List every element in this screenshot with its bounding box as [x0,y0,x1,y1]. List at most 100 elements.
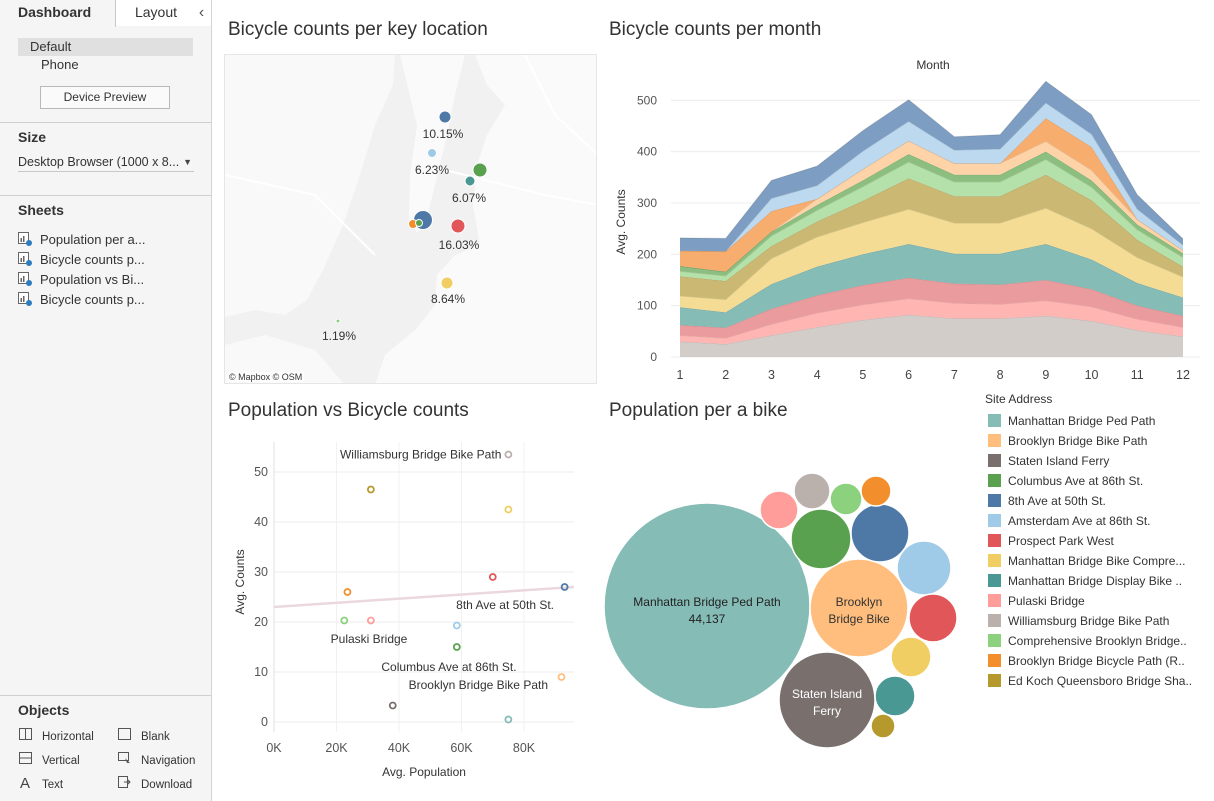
divider [0,195,211,196]
map-point [427,148,437,158]
legend-item[interactable]: Amsterdam Ave at 86th St. [985,511,1205,531]
object-horizontal[interactable]: Horizontal [18,727,94,745]
object-blank[interactable]: Blank [117,727,170,745]
worksheet-icon [18,232,32,246]
area-series [680,298,1183,345]
legend-item-label: Manhattan Bridge Ped Path [1008,414,1156,428]
legend-item-label: Brooklyn Bridge Bicycle Path (R.. [1008,654,1185,668]
map-point [438,110,452,124]
scatter-point-label: Williamsburg Bridge Bike Path [340,448,501,462]
legend-item[interactable]: Manhattan Bridge Bike Compre... [985,551,1205,571]
population-bubble-chart[interactable]: Manhattan Bridge Ped Path 44,137 Brooklyn B… [600,465,970,755]
area-series-edge [679,158,1184,277]
x-tick-label: 9 [1042,368,1049,382]
legend-item[interactable]: Columbus Ave at 86th St. [985,471,1205,491]
legend-swatch [988,534,1001,547]
collapse-pane-icon[interactable]: ‹ [192,0,211,26]
sheet-item[interactable]: Bicycle counts p... [18,291,145,309]
worksheet-icon [18,252,32,266]
scatter-point [557,673,566,681]
worksheet-icon [18,272,32,286]
device-preview-button[interactable]: Device Preview [40,86,170,109]
legend-item[interactable]: Brooklyn Bridge Bike Path [985,431,1205,451]
sheet-item[interactable]: Population per a... [18,231,146,249]
x-tick-label: 3 [768,368,775,382]
scatter-point [504,505,513,514]
divider [0,695,211,696]
divider [0,122,211,123]
sheet-item-label: Bicycle counts p... [40,252,145,267]
device-default-item[interactable]: Default [18,38,193,56]
legend-item-label: Staten Island Ferry [1008,454,1110,468]
legend-item[interactable]: Brooklyn Bridge Bicycle Path (R.. [985,651,1205,671]
size-dropdown[interactable]: Desktop Browser (1000 x 8... ▼ [18,152,194,172]
population-scatter-chart[interactable]: 0 10 20 30 40 50 0K 20K 40K 60K 80K Williamsburg Br… [224,432,584,792]
vertical-icon [18,751,32,769]
scatter-point [560,583,569,591]
sheet-item[interactable]: Bicycle counts p... [18,251,145,269]
y-tick-label: 0 [261,715,268,729]
legend-item[interactable]: Williamsburg Bridge Bike Path [985,611,1205,631]
map-road [524,55,596,155]
map-credit[interactable]: © Mapbox © OSM [227,372,305,382]
object-navigation[interactable]: Navigation [117,751,195,769]
map-point-label: 10.15% [423,127,464,141]
legend-title: Site Address [985,392,1053,406]
object-text[interactable]: A Text [18,775,63,793]
legend-item[interactable]: Prospect Park West [985,531,1205,551]
location-map[interactable]: 10.15% 6.23% 6.07% 16.03% 8.64% 1.19% © Mapbo… [224,54,597,384]
map-road [225,174,376,256]
area-series-edge [679,80,1184,240]
device-phone-item[interactable]: Phone [41,57,79,72]
device-list: Default Phone [18,38,193,74]
legend-item[interactable]: Comprehensive Brooklyn Bridge.. [985,631,1205,651]
legend-item-label: Brooklyn Bridge Bike Path [1008,434,1148,448]
bubble [860,475,892,507]
bubble-label: Manhattan Bridge Ped Path [633,595,780,609]
y-tick-label: 300 [637,196,657,210]
legend-swatch [988,554,1001,567]
bubble [896,540,952,596]
site-address-legend[interactable]: Site Address Manhattan Bridge Ped Path Br… [985,392,1205,691]
tab-layout[interactable]: Layout [116,0,196,26]
y-tick-label: 50 [254,465,268,479]
legend-item[interactable]: Pulaski Bridge [985,591,1205,611]
sheet-item[interactable]: Population vs Bi... [18,271,144,289]
trend-line [273,585,575,609]
area-series [680,277,1183,339]
legend-swatch [988,614,1001,627]
legend-item-label: Pulaski Bridge [1008,594,1085,608]
x-tick-label: 2 [722,368,729,382]
legend-item-label: Prospect Park West [1008,534,1114,548]
blank-icon [117,727,131,745]
bubble [793,472,831,510]
legend-item[interactable]: Staten Island Ferry [985,451,1205,471]
tab-dashboard[interactable]: Dashboard [0,0,116,27]
month-chart-title: Bicycle counts per month [609,19,822,40]
bubble-label: Ferry [813,704,841,718]
worksheet-icon [18,292,32,306]
x-tick-label: 8 [997,368,1004,382]
legend-item[interactable]: Manhattan Bridge Ped Path [985,411,1205,431]
legend-swatch [988,434,1001,447]
scatter-point-label: Columbus Ave at 86th St. [381,660,516,674]
legend-item[interactable]: Ed Koch Queensboro Bridge Sha.. [985,671,1205,691]
bubble-title: Population per a bike [609,400,788,421]
map-title: Bicycle counts per key location [228,19,488,40]
area-series [680,314,1183,357]
scatter-point [343,588,352,596]
legend-item-label: Ed Koch Queensboro Bridge Sha.. [1008,674,1193,688]
sheets-section-title: Sheets [18,202,64,218]
scatter-point-label: 8th Ave at 50th St. [456,598,554,612]
legend-item-label: Columbus Ave at 86th St. [1008,474,1144,488]
object-download[interactable]: Download [117,775,192,793]
map-point [450,218,466,234]
legend-swatch [988,634,1001,647]
object-vertical[interactable]: Vertical [18,751,80,769]
legend-item-label: Comprehensive Brooklyn Bridge.. [1008,634,1187,648]
map-point-label: 8.64% [431,292,465,306]
legend-item[interactable]: Manhattan Bridge Display Bike .. [985,571,1205,591]
map-point-label: 1.19% [322,329,356,343]
legend-item[interactable]: 8th Ave at 50th St. [985,491,1205,511]
